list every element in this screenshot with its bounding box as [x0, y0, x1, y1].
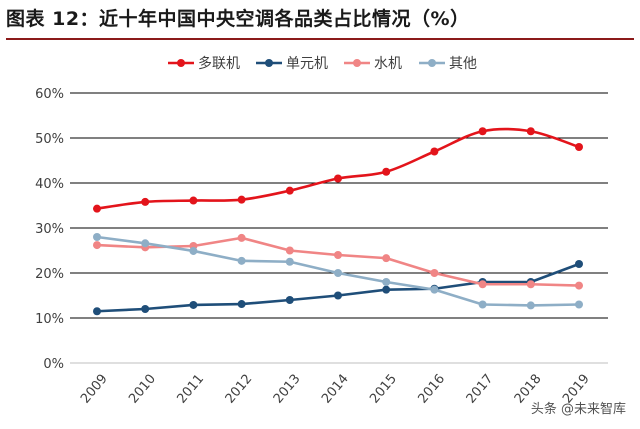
data-point [93, 204, 101, 213]
data-point [285, 246, 294, 255]
data-point [93, 307, 101, 316]
data-point [478, 280, 487, 289]
data-point [334, 291, 342, 300]
x-tick-label: 2010 [126, 372, 159, 407]
legend-label: 多联机 [198, 55, 240, 72]
legend-label: 其他 [449, 56, 477, 72]
data-point [575, 260, 583, 268]
data-point [382, 167, 391, 176]
x-tick-label: 2011 [174, 372, 207, 407]
legend-item: 多联机 [168, 55, 240, 72]
legend: 多联机 单元机 水机 其他 [168, 55, 477, 72]
x-tick-label: 2009 [78, 372, 111, 407]
x-tick-label: 2014 [319, 372, 352, 407]
y-tick-label: 60% [35, 87, 64, 102]
data-point [334, 174, 342, 183]
series-line [96, 127, 580, 210]
data-point [285, 257, 294, 266]
chart-title: 图表 12：近十年中国中央空调各品类占比情况（%） [6, 8, 470, 30]
x-tick-label: 2015 [367, 372, 400, 407]
x-tick-label: 2016 [415, 372, 448, 407]
y-tick-label: 10% [35, 312, 64, 327]
data-point [141, 239, 150, 248]
grid-lines [70, 92, 608, 364]
x-tick-label: 2013 [271, 372, 304, 407]
x-tick-label: 2017 [464, 372, 497, 407]
data-point [237, 195, 246, 204]
data-point [334, 269, 342, 277]
data-point [382, 285, 391, 294]
data-point [334, 251, 342, 259]
data-point [285, 186, 294, 195]
data-point [285, 296, 294, 304]
x-axis-ticks: 2009 2010 2011 2012 2013 2014 2015 2016 2017 2018… [78, 372, 593, 407]
data-point [526, 127, 535, 136]
y-tick-label: 40% [35, 177, 64, 192]
y-tick-label: 50% [35, 132, 64, 147]
series-0 [93, 127, 583, 213]
data-point [237, 233, 246, 242]
legend-item: 其他 [419, 56, 477, 72]
data-point [141, 197, 150, 206]
data-point [430, 147, 439, 156]
data-point [575, 143, 583, 151]
data-point [237, 256, 246, 265]
legend-item: 水机 [344, 56, 402, 72]
legend-marker [177, 59, 185, 67]
data-point [526, 280, 535, 289]
legend-label: 水机 [374, 56, 402, 72]
legend-marker [265, 59, 273, 67]
legend-label: 单元机 [286, 56, 328, 72]
y-axis-ticks: 0% 10% 20% 30% 40% 50% 60% [35, 87, 64, 372]
data-point [526, 301, 535, 310]
data-point [430, 269, 439, 277]
data-point [382, 254, 391, 263]
data-point [478, 127, 487, 136]
data-point [382, 278, 391, 286]
legend-item: 单元机 [256, 56, 328, 72]
series-lines [93, 127, 583, 316]
data-point [189, 300, 198, 309]
title-underline [6, 38, 634, 40]
legend-marker [428, 59, 436, 67]
data-point [575, 300, 583, 309]
data-point [141, 305, 150, 313]
series-3 [93, 233, 583, 310]
y-tick-label: 20% [35, 267, 64, 282]
data-point [237, 300, 246, 309]
y-tick-label: 30% [35, 222, 64, 237]
data-point [189, 246, 198, 255]
data-point [430, 285, 439, 294]
data-point [575, 281, 583, 290]
title-bar: 图表 12：近十年中国中央空调各品类占比情况（%） [0, 0, 640, 40]
data-point [93, 241, 101, 250]
y-tick-label: 0% [43, 357, 64, 372]
x-tick-label: 2012 [223, 372, 256, 407]
series-1 [93, 260, 583, 316]
watermark: 头条 @未来智库 [530, 402, 626, 417]
series-line [96, 236, 580, 287]
data-point [93, 233, 101, 241]
data-point [478, 300, 487, 309]
legend-marker [353, 59, 361, 67]
data-point [189, 196, 198, 205]
